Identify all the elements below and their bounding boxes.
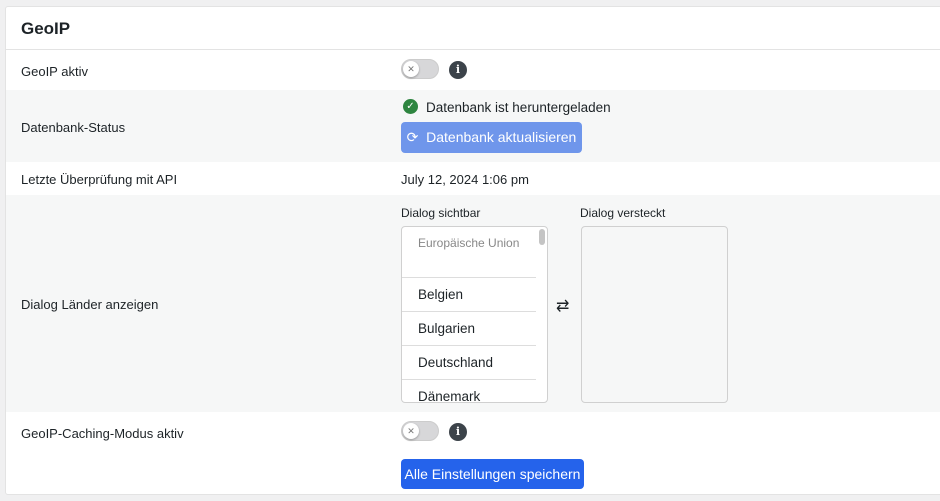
info-icon[interactable]: i xyxy=(449,61,467,79)
row-db-status: Datenbank-Status ✓ Datenbank ist herunte… xyxy=(6,90,940,162)
list-item[interactable]: Europäische Union xyxy=(402,227,536,278)
list-item[interactable]: Deutschland xyxy=(402,346,536,380)
geoip-settings-card: GeoIP GeoIP aktiv ✕ i Datenbank-Status ✓… xyxy=(5,6,940,495)
geoip-active-toggle[interactable]: ✕ xyxy=(401,59,439,79)
x-icon: ✕ xyxy=(403,61,419,77)
label: Datenbank-Status xyxy=(21,120,126,135)
visible-list-title: Dialog sichtbar xyxy=(401,206,481,220)
x-icon: ✕ xyxy=(403,423,419,439)
caching-toggle[interactable]: ✕ xyxy=(401,421,439,441)
check-circle-icon: ✓ xyxy=(403,99,418,114)
label: GeoIP-Caching-Modus aktiv xyxy=(21,426,184,441)
list-item[interactable]: Belgien xyxy=(402,278,536,312)
label: Dialog Länder anzeigen xyxy=(21,297,159,312)
hidden-countries-list[interactable] xyxy=(581,226,728,403)
button-label: Datenbank aktualisieren xyxy=(426,129,577,145)
label: GeoIP aktiv xyxy=(21,64,88,79)
label: Letzte Überprüfung mit API xyxy=(21,172,178,187)
row-caching: GeoIP-Caching-Modus aktiv ✕ i xyxy=(6,412,940,452)
hidden-list-title: Dialog versteckt xyxy=(580,206,666,220)
update-database-button[interactable]: ⟳ Datenbank aktualisieren xyxy=(401,122,582,153)
card-title: GeoIP xyxy=(6,7,940,50)
list-item[interactable]: Bulgarien xyxy=(402,312,536,346)
list-item[interactable]: Dänemark xyxy=(402,380,536,402)
row-last-check: Letzte Überprüfung mit API July 12, 2024… xyxy=(6,162,940,195)
swap-arrows-icon[interactable]: ⇄ xyxy=(556,298,570,315)
save-all-button[interactable]: Alle Einstellungen speichern xyxy=(401,459,584,489)
scrollbar[interactable] xyxy=(539,229,545,245)
last-check-value: July 12, 2024 1:06 pm xyxy=(401,172,529,187)
db-status-text: Datenbank ist heruntergeladen xyxy=(426,100,611,115)
row-geoip-active: GeoIP aktiv ✕ i xyxy=(6,50,940,90)
row-dialog-countries: Dialog Länder anzeigen Dialog sichtbar D… xyxy=(6,195,940,412)
visible-countries-list[interactable]: Europäische Union Belgien Bulgarien Deut… xyxy=(401,226,548,403)
refresh-icon: ⟳ xyxy=(406,129,419,145)
info-icon[interactable]: i xyxy=(449,423,467,441)
